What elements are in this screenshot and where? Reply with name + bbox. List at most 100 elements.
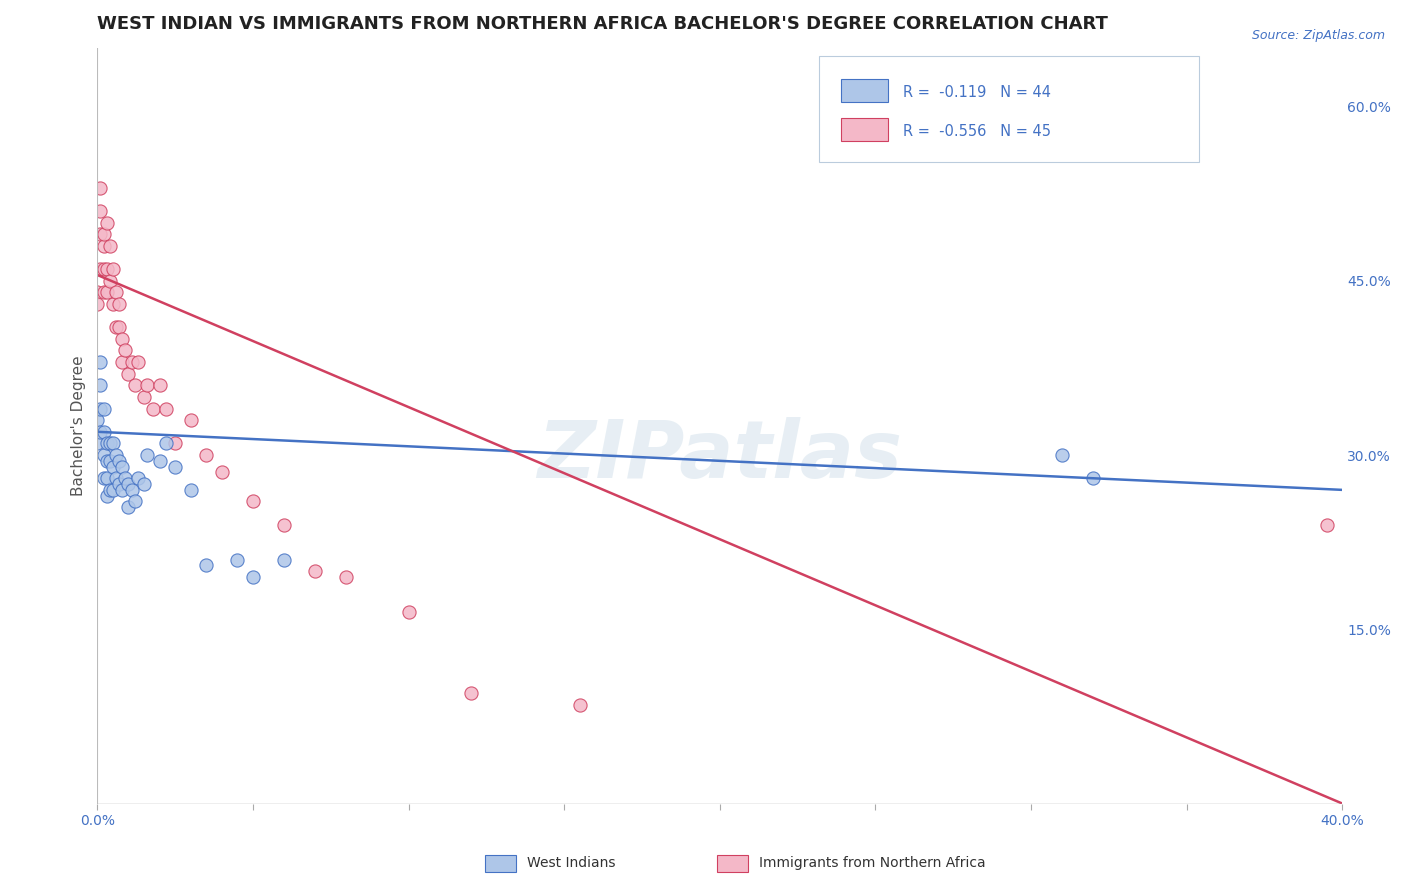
Point	[273, 517, 295, 532]
Point	[273, 552, 295, 566]
Point	[108, 477, 131, 491]
Point	[1083, 471, 1105, 485]
Point	[155, 436, 177, 450]
Point	[101, 297, 124, 311]
Point	[101, 459, 124, 474]
Point	[117, 477, 139, 491]
Point	[86, 297, 108, 311]
Point	[1050, 448, 1073, 462]
Point	[98, 274, 121, 288]
Point	[93, 425, 115, 439]
Point	[89, 401, 111, 416]
Point	[242, 570, 264, 584]
Point	[98, 454, 121, 468]
Point	[121, 355, 143, 369]
Point	[127, 471, 149, 485]
Point	[93, 471, 115, 485]
Point	[89, 378, 111, 392]
Point	[105, 320, 128, 334]
Point	[93, 262, 115, 277]
Point	[121, 483, 143, 497]
Point	[105, 285, 128, 300]
Point	[242, 494, 264, 508]
FancyBboxPatch shape	[841, 79, 887, 102]
Text: Source: ZipAtlas.com: Source: ZipAtlas.com	[1251, 29, 1385, 42]
Point	[568, 698, 591, 712]
Point	[226, 552, 249, 566]
Point	[460, 686, 482, 700]
Point	[211, 466, 233, 480]
Point	[96, 216, 118, 230]
Point	[89, 204, 111, 219]
Point	[165, 436, 187, 450]
Point	[108, 320, 131, 334]
Text: ZIPatlas: ZIPatlas	[537, 417, 903, 495]
Point	[96, 436, 118, 450]
Point	[101, 483, 124, 497]
Point	[93, 239, 115, 253]
Text: West Indians: West Indians	[527, 856, 616, 871]
Point	[93, 401, 115, 416]
Y-axis label: Bachelor's Degree: Bachelor's Degree	[72, 356, 86, 496]
Point	[180, 483, 202, 497]
Point	[86, 285, 108, 300]
Point	[89, 227, 111, 242]
Point	[149, 378, 172, 392]
Point	[111, 355, 134, 369]
Point	[89, 355, 111, 369]
Point	[89, 425, 111, 439]
Point	[335, 570, 357, 584]
FancyBboxPatch shape	[820, 56, 1199, 161]
Point	[96, 489, 118, 503]
Point	[195, 448, 218, 462]
FancyBboxPatch shape	[841, 119, 887, 141]
Point	[132, 390, 155, 404]
Point	[93, 285, 115, 300]
Point	[98, 436, 121, 450]
Text: R =  -0.119   N = 44: R = -0.119 N = 44	[903, 85, 1050, 100]
Point	[105, 448, 128, 462]
Point	[108, 454, 131, 468]
Point	[117, 367, 139, 381]
Point	[180, 413, 202, 427]
Point	[86, 413, 108, 427]
Point	[108, 297, 131, 311]
Point	[101, 262, 124, 277]
Point	[101, 436, 124, 450]
Point	[155, 401, 177, 416]
Point	[136, 448, 159, 462]
Text: Immigrants from Northern Africa: Immigrants from Northern Africa	[759, 856, 986, 871]
Point	[114, 471, 136, 485]
Point	[142, 401, 165, 416]
Point	[96, 454, 118, 468]
Point	[304, 564, 326, 578]
Point	[86, 436, 108, 450]
Point	[96, 285, 118, 300]
Point	[96, 471, 118, 485]
Point	[98, 483, 121, 497]
Point	[117, 500, 139, 515]
Text: WEST INDIAN VS IMMIGRANTS FROM NORTHERN AFRICA BACHELOR'S DEGREE CORRELATION CHA: WEST INDIAN VS IMMIGRANTS FROM NORTHERN …	[97, 15, 1108, 33]
Point	[96, 262, 118, 277]
Point	[195, 558, 218, 573]
Point	[89, 262, 111, 277]
Point	[165, 459, 187, 474]
Point	[93, 227, 115, 242]
Point	[149, 454, 172, 468]
Point	[114, 343, 136, 358]
Text: R =  -0.556   N = 45: R = -0.556 N = 45	[903, 124, 1050, 139]
Point	[124, 494, 146, 508]
Point	[398, 605, 420, 619]
Point	[111, 332, 134, 346]
Point	[132, 477, 155, 491]
Point	[127, 355, 149, 369]
Point	[111, 459, 134, 474]
Point	[89, 181, 111, 195]
Point	[1316, 517, 1339, 532]
Point	[111, 483, 134, 497]
Point	[105, 471, 128, 485]
Point	[124, 378, 146, 392]
Point	[98, 239, 121, 253]
Point	[136, 378, 159, 392]
Point	[93, 448, 115, 462]
